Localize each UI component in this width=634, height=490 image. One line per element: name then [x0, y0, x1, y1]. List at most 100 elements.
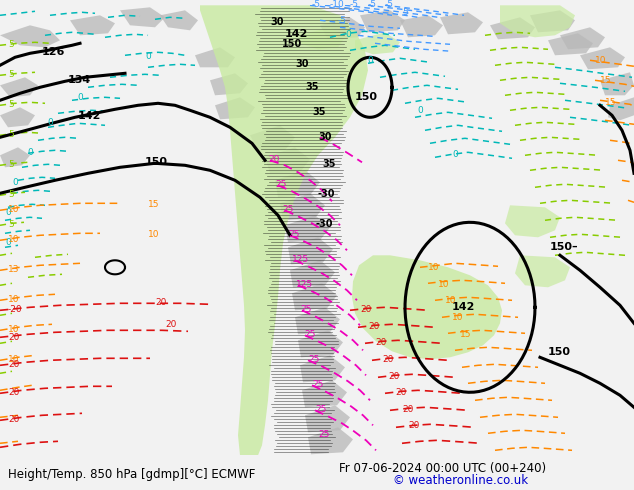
Polygon shape — [308, 427, 353, 454]
Text: 142: 142 — [452, 302, 476, 312]
Text: 0: 0 — [5, 238, 11, 247]
Text: 20: 20 — [155, 298, 166, 307]
Text: -5: -5 — [350, 0, 359, 9]
Polygon shape — [305, 405, 350, 432]
Polygon shape — [285, 215, 330, 242]
Text: 20: 20 — [408, 421, 419, 430]
Text: Height/Temp. 850 hPa [gdmp][°C] ECMWF: Height/Temp. 850 hPa [gdmp][°C] ECMWF — [8, 468, 255, 481]
Text: 10: 10 — [445, 296, 456, 305]
Polygon shape — [300, 27, 345, 49]
Text: 25: 25 — [282, 205, 294, 214]
Text: 13: 13 — [8, 265, 20, 274]
Text: 30: 30 — [295, 59, 309, 69]
Text: 25: 25 — [300, 305, 311, 314]
Text: 25: 25 — [288, 230, 299, 239]
Text: 25: 25 — [275, 180, 287, 189]
Text: 15: 15 — [460, 330, 472, 339]
Text: 20: 20 — [8, 388, 20, 397]
Polygon shape — [360, 10, 405, 32]
Text: 20: 20 — [8, 416, 20, 424]
Text: 10: 10 — [595, 56, 607, 65]
Polygon shape — [300, 355, 345, 382]
Text: 20: 20 — [375, 338, 386, 347]
Text: 142: 142 — [285, 29, 308, 39]
Polygon shape — [250, 125, 295, 150]
Polygon shape — [215, 98, 255, 119]
Polygon shape — [560, 27, 605, 49]
Polygon shape — [295, 307, 340, 334]
Text: 25: 25 — [312, 380, 323, 389]
Text: 150–: 150– — [550, 242, 579, 252]
Text: 15: 15 — [148, 200, 160, 209]
Polygon shape — [580, 48, 625, 69]
Text: 10: 10 — [428, 263, 439, 272]
Polygon shape — [265, 147, 310, 173]
Text: 0: 0 — [12, 178, 18, 187]
Polygon shape — [515, 255, 570, 287]
Text: 0: 0 — [367, 56, 373, 65]
Text: 10: 10 — [148, 230, 160, 239]
Polygon shape — [320, 17, 365, 39]
Text: 20: 20 — [360, 305, 372, 314]
Polygon shape — [600, 73, 634, 95]
Text: 5: 5 — [8, 190, 14, 199]
Text: 20: 20 — [388, 372, 399, 381]
Text: 20: 20 — [395, 388, 406, 397]
Text: 35: 35 — [322, 159, 335, 170]
Polygon shape — [160, 10, 198, 30]
Polygon shape — [0, 107, 35, 127]
Text: -5: -5 — [368, 0, 377, 9]
Text: 0: 0 — [27, 148, 33, 157]
Text: 20: 20 — [402, 405, 413, 415]
Polygon shape — [298, 330, 343, 357]
Text: 150: 150 — [282, 39, 302, 49]
Polygon shape — [70, 15, 115, 35]
Text: 25: 25 — [318, 430, 330, 440]
Polygon shape — [280, 193, 325, 220]
Text: 30: 30 — [318, 132, 332, 142]
Text: 25: 25 — [315, 405, 327, 415]
Text: 5: 5 — [8, 70, 14, 79]
Text: 150: 150 — [145, 157, 168, 167]
Text: 125: 125 — [292, 255, 309, 264]
Text: 5: 5 — [402, 8, 408, 17]
Text: 0: 0 — [145, 52, 151, 61]
Polygon shape — [440, 12, 483, 34]
Text: 0: 0 — [345, 30, 351, 39]
Text: 15: 15 — [600, 76, 612, 85]
Polygon shape — [355, 32, 400, 54]
Polygon shape — [500, 5, 575, 37]
Text: 134: 134 — [68, 75, 91, 85]
Polygon shape — [0, 77, 38, 98]
Text: 10: 10 — [8, 295, 20, 304]
Text: 20: 20 — [368, 322, 379, 331]
Polygon shape — [505, 205, 560, 237]
Text: 20: 20 — [8, 333, 20, 343]
Text: 15: 15 — [605, 98, 616, 107]
Text: -30: -30 — [315, 220, 332, 229]
Text: 126: 126 — [42, 48, 65, 57]
Polygon shape — [290, 260, 335, 287]
Text: 5: 5 — [8, 160, 14, 170]
Text: 25: 25 — [308, 355, 320, 364]
Text: -20: -20 — [8, 305, 23, 314]
Text: 5: 5 — [8, 40, 14, 49]
Polygon shape — [210, 74, 248, 95]
Polygon shape — [352, 255, 502, 359]
Polygon shape — [400, 15, 443, 37]
Text: 0: 0 — [47, 118, 53, 127]
Text: 10: 10 — [8, 355, 20, 364]
Text: Fr 07-06-2024 00:00 UTC (00+240): Fr 07-06-2024 00:00 UTC (00+240) — [339, 462, 547, 475]
Text: 25: 25 — [304, 330, 315, 339]
Polygon shape — [200, 5, 368, 455]
Polygon shape — [302, 380, 347, 407]
Text: -10: -10 — [330, 0, 345, 9]
Text: 150: 150 — [548, 347, 571, 357]
Text: 0: 0 — [77, 93, 83, 102]
Text: 5: 5 — [8, 220, 14, 229]
Text: 0: 0 — [417, 106, 423, 115]
Text: 30: 30 — [270, 17, 283, 27]
Text: 10: 10 — [8, 325, 20, 334]
Text: -5: -5 — [338, 16, 347, 25]
Text: 10: 10 — [8, 235, 20, 245]
